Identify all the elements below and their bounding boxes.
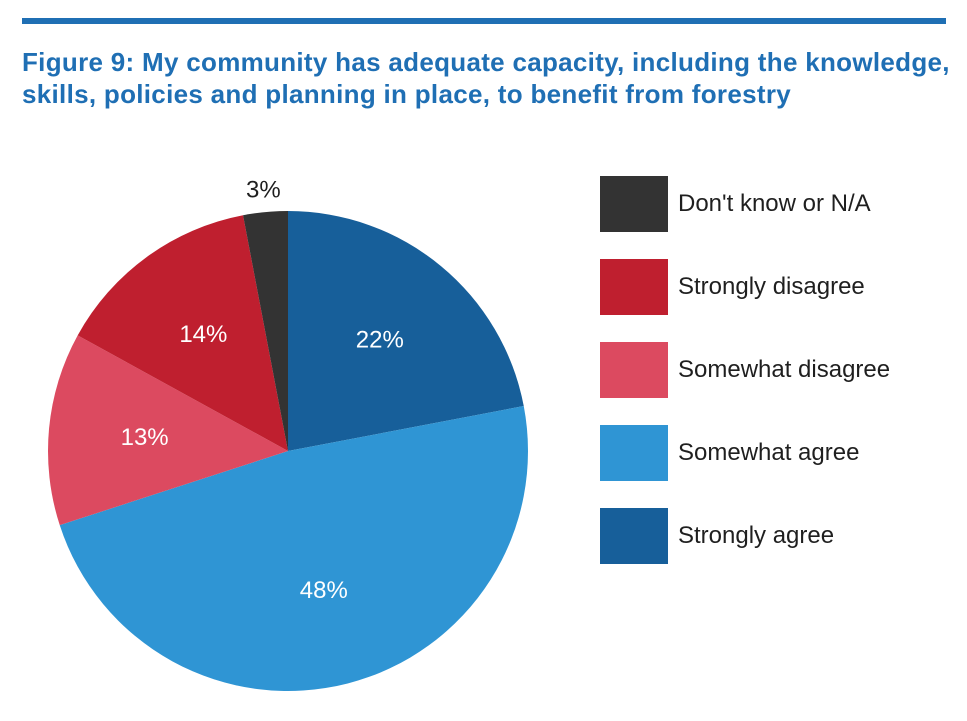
legend-label: Somewhat disagree [678,356,891,383]
legend-label: Strongly agree [678,522,835,549]
pie-slice [243,211,288,451]
slice-label: 3% [246,177,281,204]
top-rule [22,18,946,24]
slice-label: 14% [179,321,227,348]
legend-swatch [600,425,668,481]
legend-swatch [600,508,668,564]
legend-swatch [600,259,668,315]
legend-item: Strongly agree [600,508,890,564]
slice-label: 13% [121,424,169,451]
slice-label: 48% [300,577,348,604]
legend-swatch [600,176,668,232]
pie-slice [59,406,529,692]
legend-item: Somewhat disagree [600,342,890,398]
legend-label: Somewhat agree [678,439,860,466]
legend-label: Strongly disagree [678,273,865,300]
pie-slice [288,211,524,451]
legend-swatch [600,342,668,398]
legend: Don't know or N/A Strongly disagree Some… [600,176,890,591]
legend-item: Somewhat agree [600,425,890,481]
slice-label: 22% [356,327,404,354]
legend-item: Strongly disagree [600,259,890,315]
figure-title: Figure 9: My community has adequate capa… [22,47,950,109]
legend-item: Don't know or N/A [600,176,890,232]
legend-label: Don't know or N/A [678,190,871,217]
pie-slice [48,335,289,526]
pie-slice [77,215,288,451]
